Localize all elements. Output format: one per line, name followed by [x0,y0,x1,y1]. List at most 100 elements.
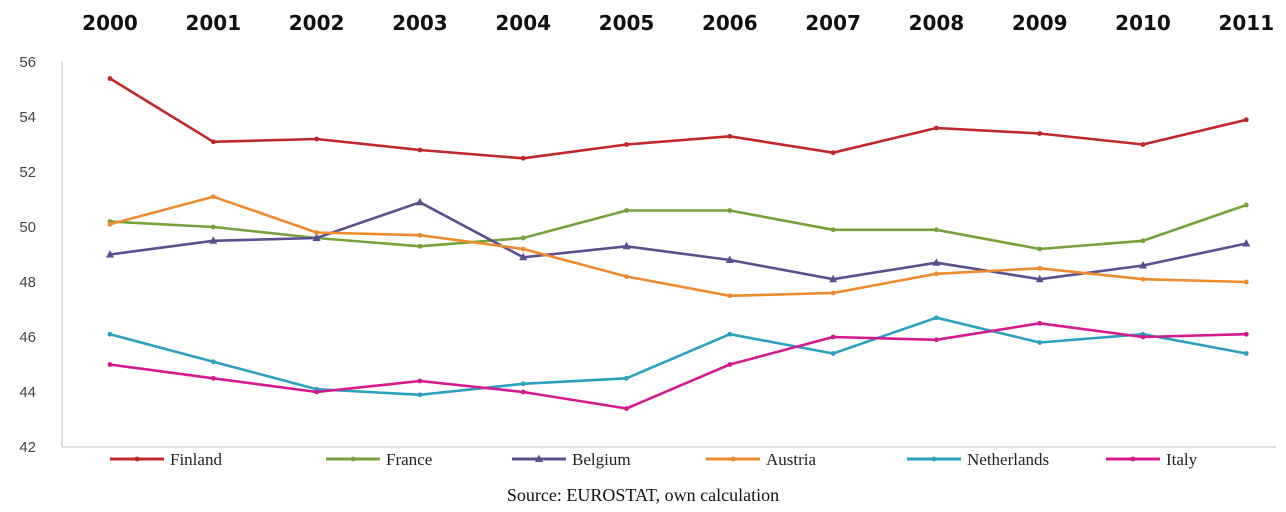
point-italy-2006 [727,362,733,367]
point-belgium-2000 [106,250,114,258]
series-line-italy [108,321,1248,410]
point-austria-2010 [1140,276,1146,282]
point-italy-2002 [314,389,319,395]
point-italy-2008 [934,337,939,343]
series-line-austria [108,195,1248,298]
y-tick-label-42: 42 [19,439,36,456]
point-finland-2004 [520,155,526,161]
source-caption: Source: EUROSTAT, own calculation [506,485,780,505]
point-austria-2002 [314,230,319,235]
point-austria-2008 [934,271,939,277]
x-tick-label-2005: 2005 [599,11,655,35]
legend-label-finland: Finland [170,450,222,469]
series-layer [106,76,1251,411]
point-france-2004 [520,235,526,241]
legend-marker-finland [134,456,140,462]
point-austria-2011 [1243,279,1249,285]
point-france-2011 [1243,202,1249,208]
point-austria-2004 [520,246,526,252]
point-belgium-2004 [519,252,528,261]
point-italy-2003 [417,378,423,384]
point-finland-2007 [830,150,836,156]
point-france-2001 [210,224,216,230]
point-netherlands-2004 [520,381,526,387]
point-austria-2003 [417,232,423,238]
legend-label-france: France [386,450,432,469]
point-austria-2000 [107,221,113,227]
series-italy [107,320,1249,411]
legend-label-austria: Austria [766,450,817,469]
x-tick-label-2000: 2000 [82,11,138,35]
y-tick-label-56: 56 [19,54,36,71]
series-belgium [106,197,1251,283]
y-axis-labels: 42 44 46 48 50 52 54 56 [19,54,36,456]
legend-item-france: France [326,450,432,469]
y-tick-label-52: 52 [19,164,36,181]
legend-marker-france [350,456,356,462]
x-tick-label-2009: 2009 [1012,11,1068,35]
y-tick-label-44: 44 [19,384,36,401]
point-italy-2007 [830,334,836,340]
point-austria-2005 [624,274,629,279]
legend-item-finland: Finland [110,450,222,469]
point-belgium-2003 [415,197,424,206]
point-finland-2011 [1243,117,1249,123]
point-finland-2008 [934,125,939,131]
point-netherlands-2007 [830,351,836,356]
point-austria-2007 [830,290,836,296]
point-finland-2010 [1140,142,1146,147]
series-line-france [108,203,1248,251]
y-tick-label-54: 54 [19,109,36,126]
legend: Finland France Belgium Austria Netherlands It… [110,450,1198,469]
point-netherlands-2000 [107,331,113,337]
point-belgium-2011 [1242,239,1251,247]
point-belgium-2009 [1035,274,1044,283]
point-italy-2005 [624,406,629,411]
point-austria-2006 [727,293,733,299]
legend-item-belgium: Belgium [512,450,631,469]
x-tick-label-2010: 2010 [1115,11,1171,35]
x-tick-label-2004: 2004 [495,11,551,35]
point-netherlands-2009 [1037,340,1043,345]
legend-item-italy: Italy [1106,450,1198,469]
x-tick-label-2008: 2008 [909,11,965,35]
point-belgium-2010 [1139,261,1147,269]
point-finland-2006 [727,133,733,139]
point-belgium-2007 [829,274,838,283]
legend-marker-italy [1130,456,1136,462]
point-finland-2003 [417,147,423,153]
series-finland [107,76,1249,161]
point-italy-2011 [1243,331,1249,337]
point-france-2008 [934,227,939,233]
x-axis-labels: 2000 2001 2002 2003 2004 2005 2006 2007 2008 2009… [82,11,1274,35]
y-tick-label-48: 48 [19,274,36,291]
point-finland-2001 [210,139,216,145]
point-belgium-2008 [932,258,941,266]
point-italy-2009 [1037,320,1043,326]
point-netherlands-2003 [417,392,423,398]
point-italy-2000 [107,362,113,367]
legend-label-netherlands: Netherlands [967,450,1049,469]
point-netherlands-2011 [1243,351,1249,356]
point-italy-2001 [210,375,216,381]
legend-marker-netherlands [931,456,937,462]
x-tick-label-2006: 2006 [702,11,758,35]
series-line-netherlands [108,316,1248,397]
point-france-2010 [1140,238,1146,244]
point-france-2005 [624,208,629,213]
point-austria-2009 [1037,265,1043,271]
point-italy-2010 [1140,334,1146,340]
series-austria [107,194,1249,299]
point-france-2009 [1037,246,1043,252]
point-finland-2009 [1037,131,1043,136]
legend-label-italy: Italy [1166,450,1198,469]
point-belgium-2002 [312,233,321,241]
x-tick-label-2001: 2001 [185,11,241,35]
point-austria-2001 [210,194,216,200]
point-finland-2000 [107,76,113,81]
series-line-belgium [108,201,1248,281]
legend-label-belgium: Belgium [572,450,631,469]
point-france-2003 [417,243,423,249]
point-netherlands-2008 [934,315,939,321]
